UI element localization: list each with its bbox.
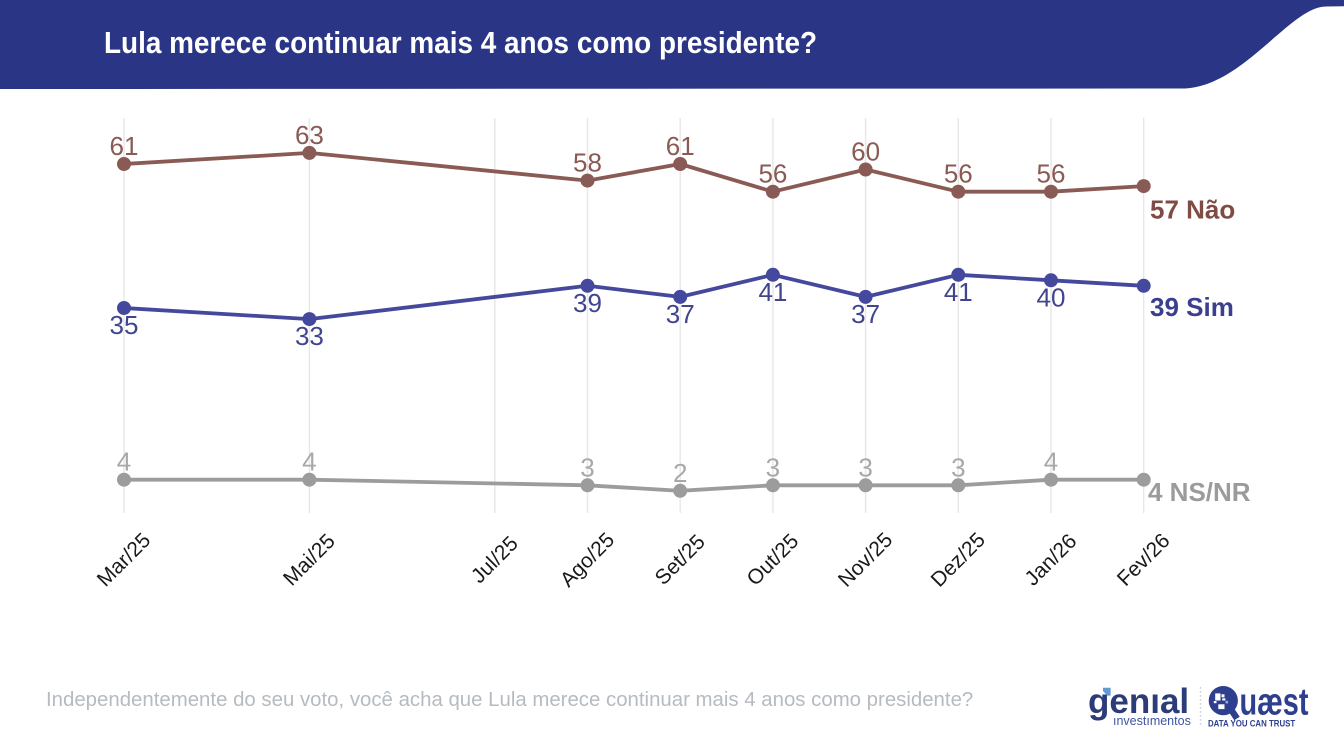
svg-text:61: 61 [666, 131, 695, 161]
svg-text:37: 37 [851, 299, 880, 329]
svg-text:3: 3 [580, 452, 594, 482]
svg-text:56: 56 [944, 159, 973, 189]
svg-text:40: 40 [1037, 282, 1066, 312]
svg-text:Set/25: Set/25 [651, 530, 710, 589]
svg-text:3: 3 [766, 452, 780, 482]
svg-text:33: 33 [295, 321, 324, 351]
svg-text:56: 56 [758, 159, 787, 189]
svg-text:57 Não: 57 Não [1150, 195, 1235, 225]
svg-text:Fev/26: Fev/26 [1113, 529, 1175, 591]
svg-text:Mar/25: Mar/25 [93, 529, 155, 591]
svg-text:DATA YOU CAN TRUST: DATA YOU CAN TRUST [1208, 718, 1296, 729]
svg-text:2: 2 [673, 458, 687, 488]
svg-text:Ago/25: Ago/25 [556, 528, 619, 591]
svg-text:4: 4 [1044, 447, 1058, 477]
svg-text:37: 37 [666, 299, 695, 329]
svg-text:4: 4 [117, 447, 131, 477]
svg-text:3: 3 [858, 452, 872, 482]
svg-text:Jan/26: Jan/26 [1021, 530, 1082, 591]
svg-text:4: 4 [302, 447, 316, 477]
svg-text:60: 60 [851, 137, 880, 167]
svg-text:56: 56 [1037, 159, 1066, 189]
svg-text:Mai/25: Mai/25 [279, 530, 340, 591]
svg-text:Nov/25: Nov/25 [834, 528, 897, 591]
svg-text:39: 39 [573, 288, 602, 318]
svg-text:Dez/25: Dez/25 [927, 528, 990, 591]
svg-text:4 NS/NR: 4 NS/NR [1148, 477, 1251, 507]
svg-text:39 Sim: 39 Sim [1150, 292, 1234, 322]
svg-text:Independentemente do seu voto,: Independentemente do seu voto, você acha… [46, 689, 973, 711]
svg-text:Out/25: Out/25 [742, 530, 803, 591]
svg-text:58: 58 [573, 148, 602, 178]
svg-text:ınvestımentos: ınvestımentos [1113, 714, 1191, 728]
svg-text:3: 3 [951, 452, 965, 482]
svg-text:63: 63 [295, 120, 324, 150]
svg-text:41: 41 [944, 277, 973, 307]
svg-text:35: 35 [110, 310, 139, 340]
svg-text:Lula merece continuar mais 4 a: Lula merece continuar mais 4 anos como p… [104, 26, 817, 61]
svg-text:uæst: uæst [1240, 681, 1309, 724]
svg-text:41: 41 [758, 277, 787, 307]
svg-text:Jul/25: Jul/25 [467, 532, 523, 588]
svg-text:61: 61 [110, 131, 139, 161]
